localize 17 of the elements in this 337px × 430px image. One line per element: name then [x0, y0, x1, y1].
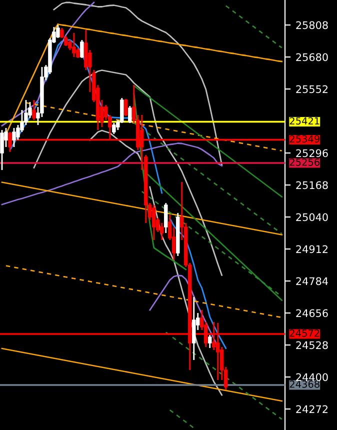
y-tick-label: 25040 [296, 213, 328, 222]
ref-line-label: 25349 [290, 135, 320, 143]
y-tick-label: 25680 [296, 53, 328, 62]
y-tick-label: 25808 [296, 21, 328, 30]
y-tick-label: 24528 [296, 341, 328, 350]
y-tick-label: 25168 [296, 181, 328, 190]
y-tick-label: 24272 [296, 405, 328, 413]
ref-line-label: 25256 [290, 158, 320, 166]
ref-line-label: 24368 [290, 380, 320, 388]
y-tick-label: 24656 [296, 309, 328, 318]
y-tick-label: 24400 [296, 373, 328, 382]
y-tick-label: 24912 [296, 245, 328, 254]
ref-line-label: 24572 [290, 329, 320, 337]
y-tick-label: 25552 [296, 85, 328, 94]
y-tick-label: 25296 [296, 149, 328, 158]
y-tick-label: 24784 [296, 277, 328, 286]
ref-line-label: 25421 [290, 117, 320, 125]
